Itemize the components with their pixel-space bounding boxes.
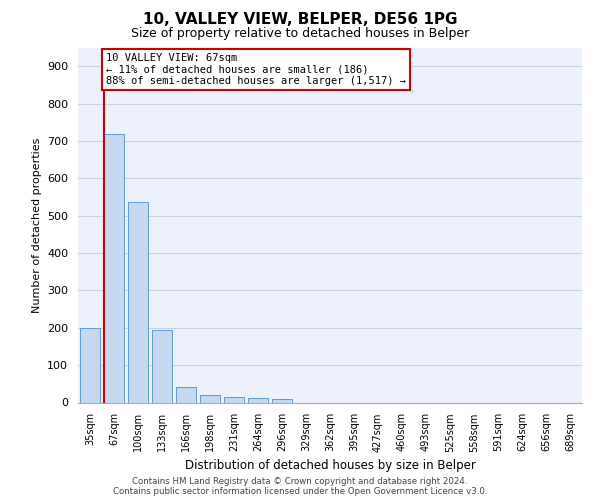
Bar bbox=[200, 395, 220, 402]
Bar bbox=[248, 398, 268, 402]
Bar bbox=[152, 330, 172, 402]
Bar bbox=[80, 328, 100, 402]
Y-axis label: Number of detached properties: Number of detached properties bbox=[32, 138, 41, 312]
Bar bbox=[176, 387, 196, 402]
Bar bbox=[128, 202, 148, 402]
Bar bbox=[104, 134, 124, 402]
X-axis label: Distribution of detached houses by size in Belper: Distribution of detached houses by size … bbox=[185, 458, 475, 471]
Text: 10 VALLEY VIEW: 67sqm
← 11% of detached houses are smaller (186)
88% of semi-det: 10 VALLEY VIEW: 67sqm ← 11% of detached … bbox=[106, 53, 406, 86]
Bar bbox=[224, 397, 244, 402]
Text: Contains HM Land Registry data © Crown copyright and database right 2024.
Contai: Contains HM Land Registry data © Crown c… bbox=[113, 476, 487, 496]
Bar bbox=[272, 399, 292, 402]
Text: 10, VALLEY VIEW, BELPER, DE56 1PG: 10, VALLEY VIEW, BELPER, DE56 1PG bbox=[143, 12, 457, 28]
Text: Size of property relative to detached houses in Belper: Size of property relative to detached ho… bbox=[131, 26, 469, 40]
